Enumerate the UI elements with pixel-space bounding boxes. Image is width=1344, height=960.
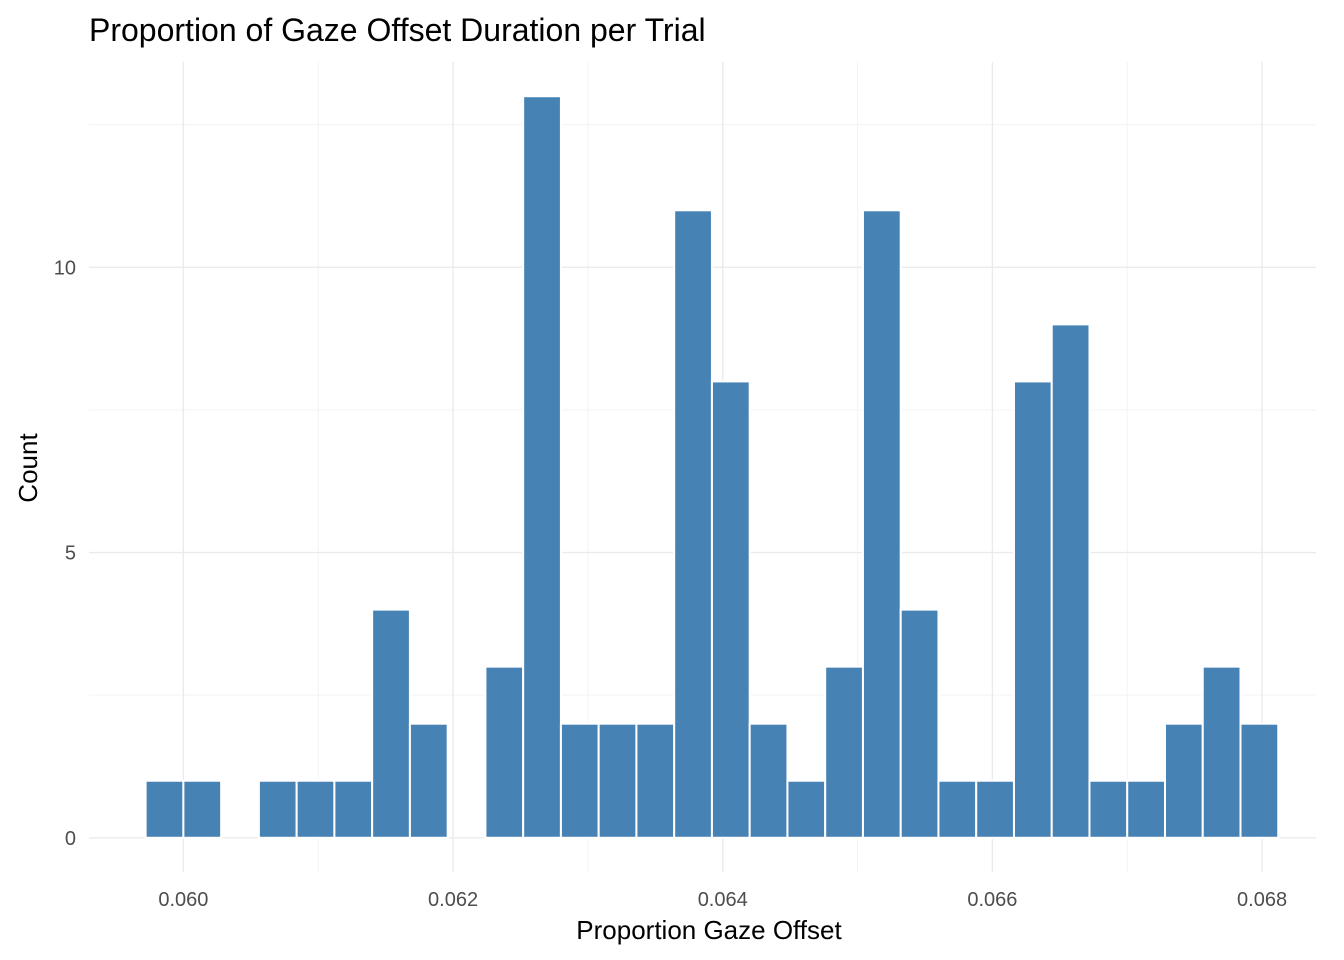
x-axis-ticks: 0.060 0.062 0.064 0.066 0.068 (158, 889, 1287, 911)
chart-title: Proportion of Gaze Offset Duration per T… (89, 12, 706, 48)
histogram-bar (1050, 323, 1091, 839)
y-axis-title: Count (13, 433, 43, 503)
histogram-bar (1126, 779, 1166, 839)
histogram-bar (1012, 380, 1053, 839)
histogram-bar (748, 722, 789, 839)
histogram-bar (333, 779, 374, 839)
y-axis-ticks: 0 5 10 (54, 257, 76, 849)
histogram-bar (975, 779, 1015, 839)
histogram-bar (899, 608, 940, 839)
histogram-bar (1088, 779, 1129, 839)
histogram-bar (559, 722, 600, 839)
histogram-bar (1163, 722, 1204, 839)
histogram-bar (408, 722, 449, 839)
y-tick-label: 10 (54, 257, 76, 279)
histogram-bar (522, 95, 562, 839)
y-tick-label: 0 (65, 828, 76, 850)
histogram-bar (484, 665, 525, 839)
histogram-bar (1239, 722, 1280, 839)
histogram-bar (635, 722, 676, 839)
histogram-bar (861, 209, 902, 839)
histogram-bar (182, 779, 223, 839)
histogram-bar (597, 722, 638, 839)
histogram-bar (937, 779, 978, 839)
histogram-bar (371, 608, 411, 839)
histogram-bar (786, 779, 827, 839)
histogram-bar (710, 380, 751, 839)
x-tick-label: 0.060 (158, 889, 208, 911)
histogram-bar (144, 779, 185, 839)
histogram-bar (673, 209, 713, 839)
bars (144, 95, 1280, 839)
x-axis-title: Proportion Gaze Offset (576, 915, 842, 945)
y-tick-label: 5 (65, 543, 76, 565)
histogram-bar (257, 779, 298, 839)
x-tick-label: 0.068 (1237, 889, 1287, 911)
histogram-bar (1201, 665, 1242, 839)
histogram-bar (824, 665, 864, 839)
x-tick-label: 0.064 (698, 889, 748, 911)
histogram-bar (295, 779, 336, 839)
x-tick-label: 0.066 (967, 889, 1017, 911)
x-tick-label: 0.062 (428, 889, 478, 911)
